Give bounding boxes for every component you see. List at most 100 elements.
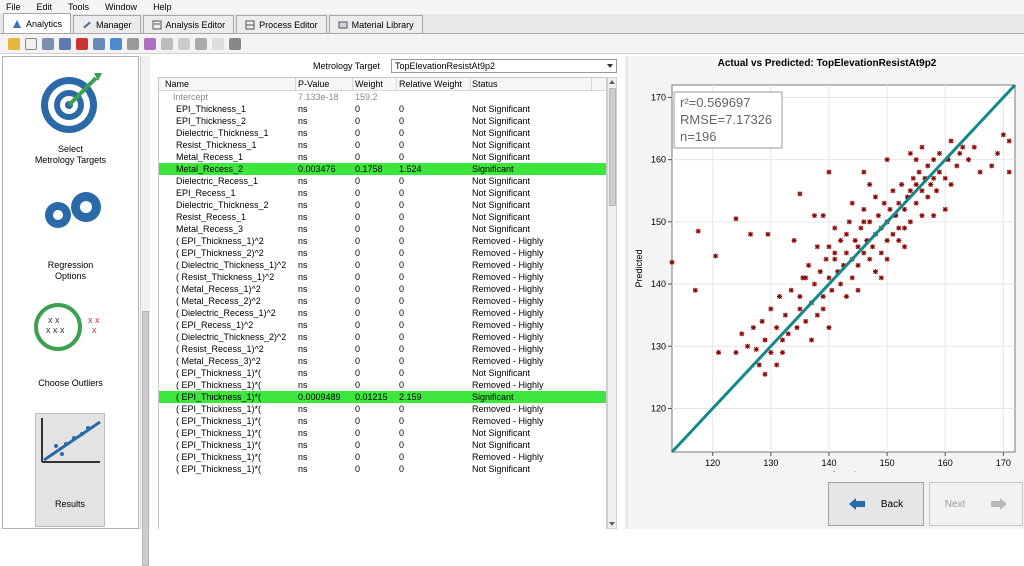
table-row[interactable]: ( EPI_Thickness_1)*(ns 0 0 Not Significant xyxy=(159,439,606,451)
x-tick-label: 160 xyxy=(938,458,953,468)
table-row[interactable]: ( EPI_Recess_1)^2 ns 0 0 Removed - Highly xyxy=(159,319,606,331)
copy-icon[interactable] xyxy=(178,37,190,50)
table-row[interactable]: Intercept 7.133e-18 159.2 xyxy=(159,91,606,103)
menu-window[interactable]: Window xyxy=(105,2,138,12)
tab-analytics[interactable]: Analytics xyxy=(3,13,72,33)
table-row[interactable]: ( Dielectric_Thickness_1)^2 ns 0 0 Removed -… xyxy=(159,259,606,271)
table-row[interactable]: Dielectric_Recess_1 ns 0 0 Not Significant xyxy=(159,175,606,187)
table-row[interactable]: ( Metal_Recess_2)^2 ns 0 0 Removed - Highly xyxy=(159,295,606,307)
menu-help[interactable]: Help xyxy=(153,2,172,12)
table-row[interactable]: Resist_Thickness_1 ns 0 0 Not Significant xyxy=(159,139,606,151)
table-row[interactable]: ( EPI_Thickness_1)*(ns 0 0 Not Significant xyxy=(159,427,606,439)
table-row[interactable]: Dielectric_Thickness_1 ns 0 0 Not Significan… xyxy=(159,127,606,139)
redo-icon[interactable] xyxy=(127,37,139,50)
table-scrollbar[interactable] xyxy=(607,77,617,529)
table-row[interactable]: Resist_Recess_1 ns 0 0 Not Significant xyxy=(159,211,606,223)
col-relative-weight[interactable]: Relative Weight xyxy=(399,78,471,91)
table-cell: ns xyxy=(298,320,308,330)
sidebar-scrollbar[interactable] xyxy=(140,56,150,566)
tab-analysis-editor[interactable]: Analysis Editor xyxy=(142,15,235,33)
table-cell: ns xyxy=(298,200,308,210)
table-row[interactable]: ( Resist_Recess_1)^2 ns 0 0 Removed - Highly xyxy=(159,343,606,355)
tab-process-editor[interactable]: Process Editor xyxy=(236,15,327,33)
cut-icon[interactable] xyxy=(195,37,207,50)
data-point xyxy=(765,231,771,237)
table-row[interactable]: ( EPI_Thickness_1)^2 ns 0 0 Removed - Highly xyxy=(159,235,606,247)
table-cell: Removed - Highly xyxy=(472,308,544,318)
table-cell: Removed - Highly xyxy=(472,284,544,294)
table-row[interactable]: EPI_Recess_1 ns 0 0 Not Significant xyxy=(159,187,606,199)
table-row[interactable]: ( EPI_Thickness_1)*(ns 0 0 Not Significant xyxy=(159,463,606,475)
col-name[interactable]: Name xyxy=(165,78,296,91)
open-folder-icon[interactable] xyxy=(8,37,20,50)
undo-icon[interactable] xyxy=(110,37,122,50)
table-row[interactable]: ( Resist_Thickness_1)^2 ns 0 0 Removed - Hig… xyxy=(159,271,606,283)
sidebar-item-regression-options[interactable]: Regression Options xyxy=(3,185,138,285)
table-row[interactable]: ( Metal_Recess_3)^2 ns 0 0 Removed - Highly xyxy=(159,355,606,367)
table-row[interactable]: EPI_Thickness_2 ns 0 0 Not Significant xyxy=(159,115,606,127)
table-cell: ( Metal_Recess_3)^2 xyxy=(176,356,261,366)
paste-icon[interactable] xyxy=(212,37,224,50)
scroll-down-icon[interactable] xyxy=(609,522,615,526)
print-icon[interactable] xyxy=(93,37,105,50)
table-cell: Not Significant xyxy=(472,188,531,198)
table-row[interactable]: ( EPI_Thickness_1)*(ns 0 0 Removed - Highly xyxy=(159,379,606,391)
table-row[interactable]: EPI_Thickness_1 ns 0 0 Not Significant xyxy=(159,103,606,115)
table-cell: 0 xyxy=(399,344,405,354)
table-cell: 0 xyxy=(355,260,361,270)
tab-manager[interactable]: Manager xyxy=(73,15,141,33)
menu-tools[interactable]: Tools xyxy=(68,2,90,12)
table-row[interactable]: Metal_Recess_1 ns 0 0 Not Significant xyxy=(159,151,606,163)
close-document-icon[interactable] xyxy=(76,37,88,50)
x-tick-label: 150 xyxy=(880,458,895,468)
next-button[interactable]: Next xyxy=(929,482,1023,526)
table-cell: 0 xyxy=(355,248,361,258)
delete-icon[interactable] xyxy=(229,37,241,50)
sidebar-item-select-targets[interactable]: Select Metrology Targets xyxy=(3,65,138,175)
data-point xyxy=(925,163,931,169)
table-row[interactable]: ( EPI_Thickness_1)*(ns 0 0 Removed - Highly xyxy=(159,415,606,427)
tab-material-library[interactable]: Material Library xyxy=(328,15,423,33)
table-cell: 0 xyxy=(355,308,361,318)
sidebar-item-results[interactable]: Results xyxy=(35,413,105,527)
col-status[interactable]: Status xyxy=(472,78,592,91)
col-p-value[interactable]: P-Value xyxy=(298,78,353,91)
table-cell: Removed - Highly xyxy=(472,344,544,354)
table-row[interactable]: ( Metal_Recess_1)^2 ns 0 0 Removed - Highly xyxy=(159,283,606,295)
table-row[interactable]: ( EPI_Thickness_1)*(ns 0 0 Removed - Highly xyxy=(159,451,606,463)
move-icon[interactable] xyxy=(161,37,173,50)
scroll-up-icon[interactable] xyxy=(609,80,615,84)
save-icon[interactable] xyxy=(42,37,54,50)
new-document-icon[interactable] xyxy=(25,37,37,50)
chart-panel: Actual vs Predicted: TopElevationResistA… xyxy=(630,56,1024,529)
menu-file[interactable]: File xyxy=(6,2,21,12)
table-body: Intercept 7.133e-18 159.2 EPI_Thickness_1 ns… xyxy=(159,91,606,475)
table-row[interactable]: ( EPI_Thickness_1)*(ns 0 0 Removed - Highly xyxy=(159,403,606,415)
scroll-thumb[interactable] xyxy=(609,88,616,206)
save-all-icon[interactable] xyxy=(59,37,71,50)
table-row[interactable]: ( EPI_Thickness_2)^2 ns 0 0 Removed - Highly xyxy=(159,247,606,259)
table-row[interactable]: ( Dielectric_Recess_1)^2 ns 0 0 Removed - Hi… xyxy=(159,307,606,319)
table-row[interactable]: ( Dielectric_Thickness_2)^2 ns 0 0 Removed -… xyxy=(159,331,606,343)
col-weight[interactable]: Weight xyxy=(355,78,397,91)
table-row[interactable]: ( EPI_Thickness_1)*(0.0009489 0.01215 2.15… xyxy=(159,391,606,403)
back-button[interactable]: Back xyxy=(828,482,924,526)
data-point xyxy=(867,219,873,225)
table-row[interactable]: Dielectric_Thickness_2 ns 0 0 Not Significan… xyxy=(159,199,606,211)
table-cell: EPI_Thickness_2 xyxy=(176,116,247,126)
stats-box xyxy=(673,91,783,149)
table-cell: Removed - Highly xyxy=(472,320,544,330)
data-point xyxy=(925,194,931,200)
metrology-target-select[interactable]: TopElevationResistAt9p2 xyxy=(391,59,617,73)
scatter-plot-icon xyxy=(41,418,101,463)
table-row[interactable]: Metal_Recess_2 0.003476 0.1758 1.524 Signifi… xyxy=(159,163,606,175)
scroll-thumb[interactable] xyxy=(142,311,149,566)
table-row[interactable]: Metal_Recess_3 ns 0 0 Not Significant xyxy=(159,223,606,235)
table-row[interactable]: ( EPI_Thickness_1)*(ns 0 0 Not Significant xyxy=(159,367,606,379)
data-point xyxy=(890,188,896,194)
table-cell: Intercept xyxy=(173,92,209,102)
panel-splitter[interactable] xyxy=(625,56,629,529)
menu-edit[interactable]: Edit xyxy=(36,2,53,12)
settings-icon[interactable] xyxy=(144,37,156,50)
